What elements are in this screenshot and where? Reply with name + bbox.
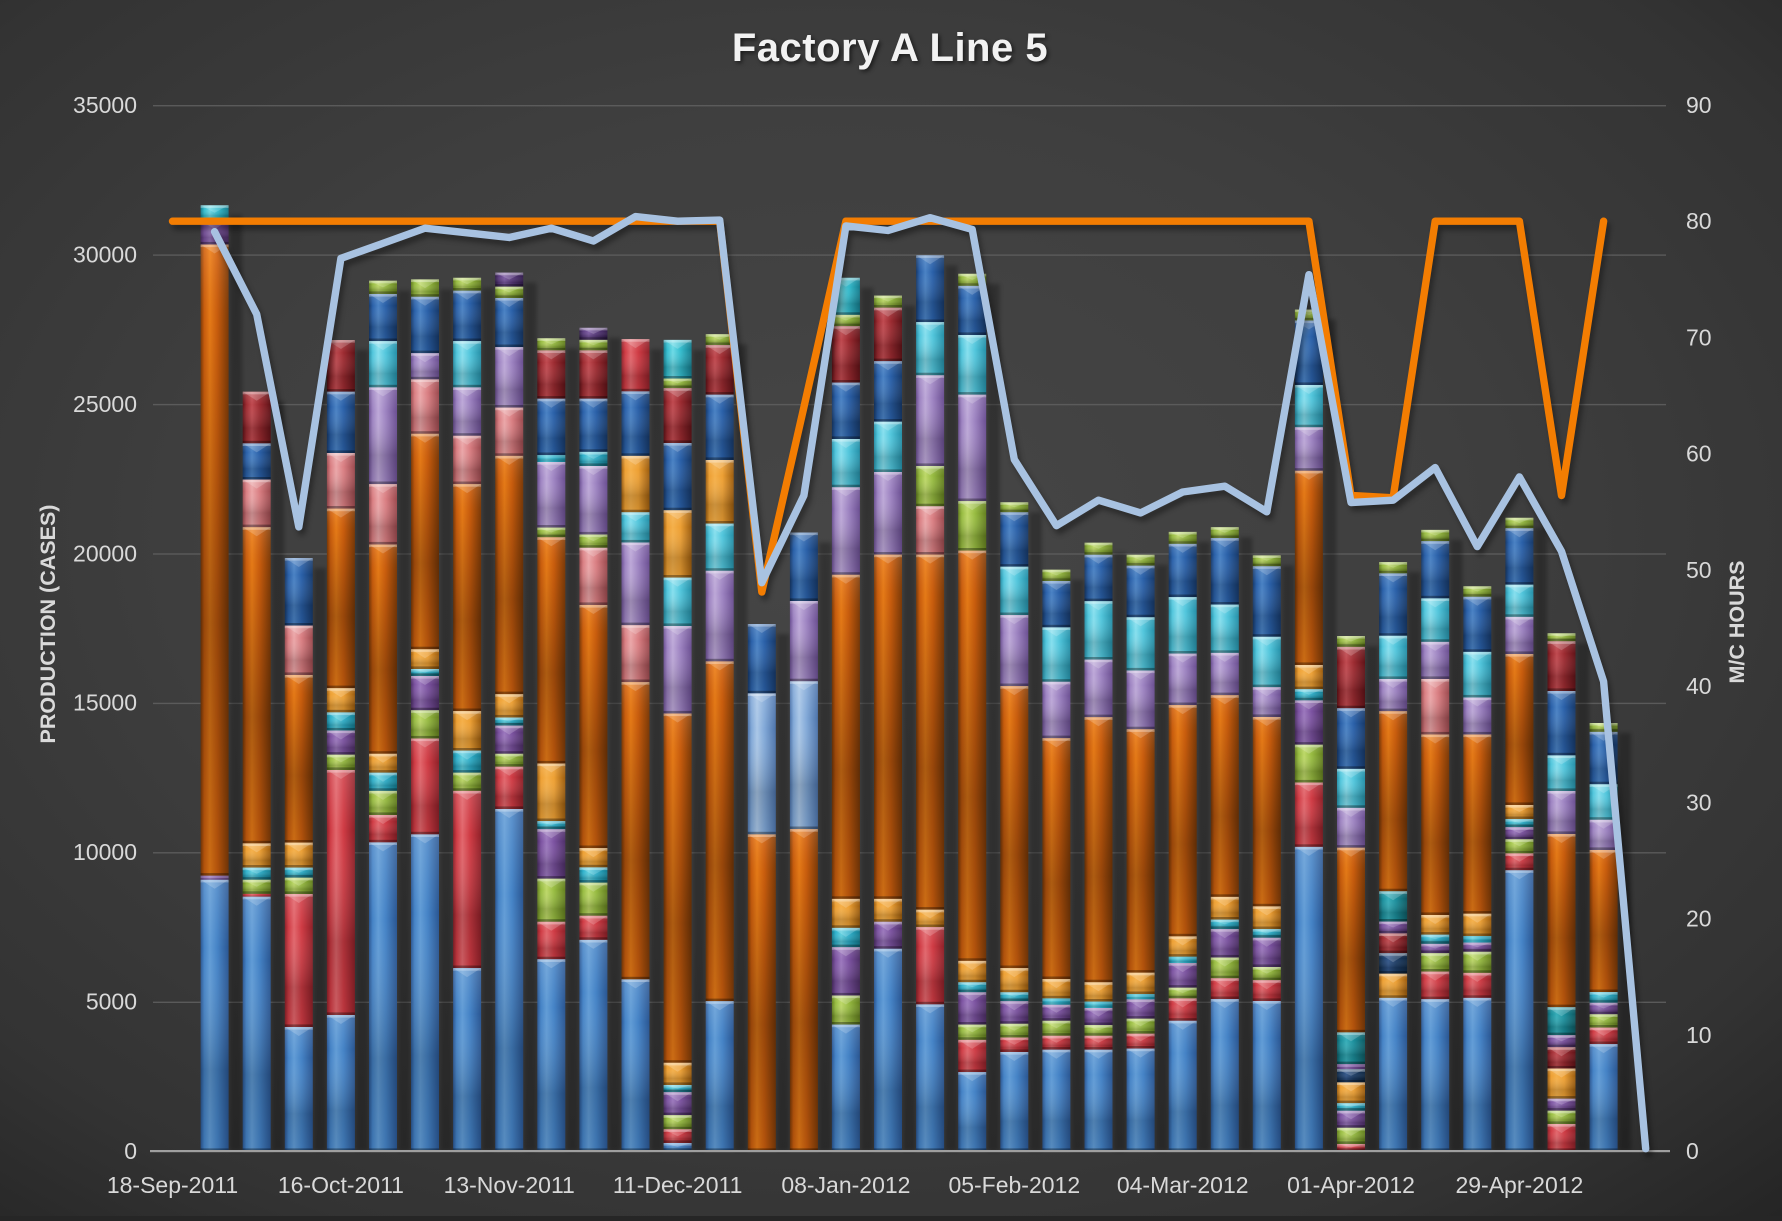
svg-text:10000: 10000 xyxy=(73,839,137,865)
svg-text:5000: 5000 xyxy=(86,989,137,1015)
svg-text:11-Dec-2011: 11-Dec-2011 xyxy=(613,1172,743,1198)
svg-text:30: 30 xyxy=(1686,789,1712,815)
svg-text:80: 80 xyxy=(1686,208,1712,234)
svg-text:20: 20 xyxy=(1686,906,1712,932)
svg-text:PRODUCTION (CASES): PRODUCTION (CASES) xyxy=(36,505,60,744)
svg-text:35000: 35000 xyxy=(73,92,137,118)
svg-text:Factory A Line 5: Factory A Line 5 xyxy=(732,26,1048,70)
svg-text:01-Apr-2012: 01-Apr-2012 xyxy=(1287,1172,1415,1198)
svg-text:40: 40 xyxy=(1686,673,1712,699)
svg-text:0: 0 xyxy=(1686,1138,1699,1164)
svg-text:18-Sep-2011: 18-Sep-2011 xyxy=(107,1172,238,1198)
svg-text:15000: 15000 xyxy=(73,690,137,716)
svg-text:10: 10 xyxy=(1686,1022,1712,1048)
svg-text:30000: 30000 xyxy=(73,241,137,267)
svg-text:0: 0 xyxy=(124,1138,137,1164)
svg-text:25000: 25000 xyxy=(73,391,137,417)
svg-text:Factory A Line 5: Factory A Line 5 xyxy=(734,28,1050,72)
svg-text:16-Oct-2011: 16-Oct-2011 xyxy=(278,1172,404,1198)
svg-text:29-Apr-2012: 29-Apr-2012 xyxy=(1455,1172,1583,1198)
svg-text:90: 90 xyxy=(1686,92,1712,118)
svg-text:13-Nov-2011: 13-Nov-2011 xyxy=(444,1172,575,1198)
svg-text:70: 70 xyxy=(1686,324,1712,350)
svg-text:05-Feb-2012: 05-Feb-2012 xyxy=(948,1172,1080,1198)
svg-text:M/C HOURS: M/C HOURS xyxy=(1725,560,1749,683)
svg-text:04-Mar-2012: 04-Mar-2012 xyxy=(1117,1172,1249,1198)
svg-text:50: 50 xyxy=(1686,557,1712,583)
svg-text:08-Jan-2012: 08-Jan-2012 xyxy=(781,1172,910,1198)
svg-text:60: 60 xyxy=(1686,441,1712,467)
svg-text:20000: 20000 xyxy=(73,540,137,566)
